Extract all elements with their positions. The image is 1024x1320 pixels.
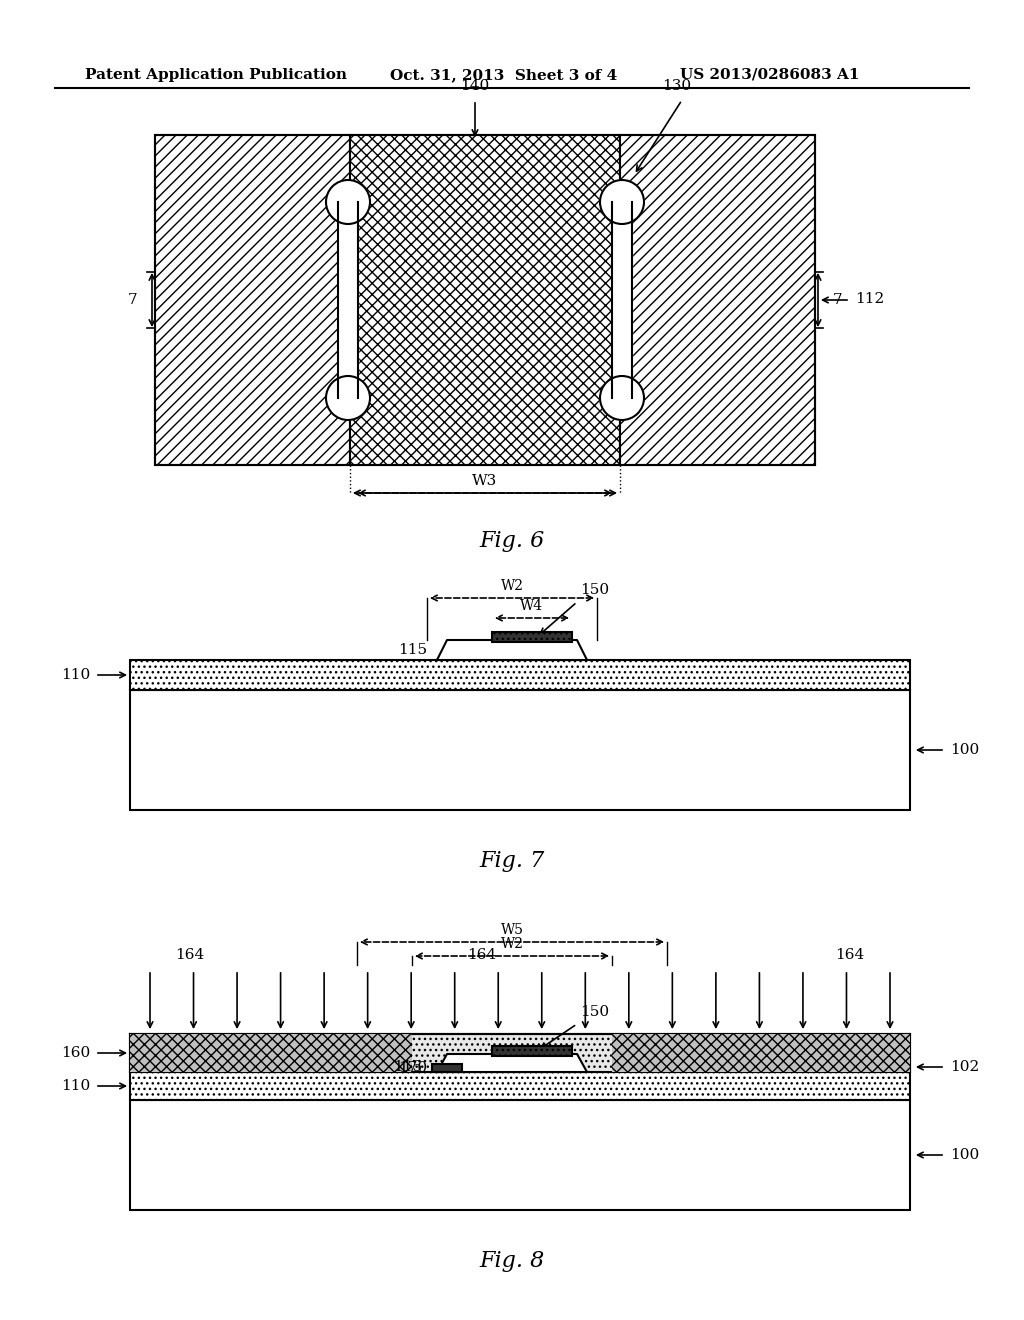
Text: 115: 115 bbox=[398, 643, 427, 657]
Text: 115: 115 bbox=[393, 1060, 422, 1074]
Text: W4: W4 bbox=[520, 599, 544, 612]
Bar bbox=[432, 1064, 462, 1072]
Circle shape bbox=[326, 180, 370, 224]
Bar bbox=[130, 1072, 910, 1100]
Polygon shape bbox=[437, 1053, 587, 1072]
Text: 150: 150 bbox=[580, 583, 609, 597]
Text: 7: 7 bbox=[127, 293, 137, 308]
Text: 110: 110 bbox=[60, 668, 90, 682]
Text: Fig. 6: Fig. 6 bbox=[479, 531, 545, 552]
Circle shape bbox=[600, 376, 644, 420]
Text: 160: 160 bbox=[60, 1045, 90, 1060]
Text: 170: 170 bbox=[398, 1061, 427, 1074]
Text: 162: 162 bbox=[522, 1049, 551, 1064]
Text: 7: 7 bbox=[833, 293, 843, 308]
Bar bbox=[155, 135, 815, 465]
Text: Fig. 8: Fig. 8 bbox=[479, 1250, 545, 1272]
Bar bbox=[130, 1034, 412, 1072]
Text: 110: 110 bbox=[60, 1078, 90, 1093]
Text: 102: 102 bbox=[950, 1060, 979, 1074]
Bar bbox=[130, 660, 910, 690]
Text: 164: 164 bbox=[467, 948, 497, 962]
Text: 164: 164 bbox=[836, 948, 864, 962]
Circle shape bbox=[326, 376, 370, 420]
Text: W5: W5 bbox=[501, 923, 523, 937]
Bar bbox=[492, 632, 572, 642]
Bar bbox=[612, 1034, 910, 1072]
Text: W3: W3 bbox=[472, 474, 498, 488]
Circle shape bbox=[600, 180, 644, 224]
Bar bbox=[130, 690, 910, 810]
Bar bbox=[492, 1045, 572, 1056]
Text: 150: 150 bbox=[580, 1005, 609, 1019]
Text: US 2013/0286083 A1: US 2013/0286083 A1 bbox=[680, 69, 859, 82]
Text: W2: W2 bbox=[501, 579, 523, 593]
Bar bbox=[155, 135, 350, 465]
Text: 140: 140 bbox=[461, 79, 489, 92]
Bar bbox=[350, 135, 620, 465]
Bar bbox=[612, 202, 632, 399]
Text: Fig. 7: Fig. 7 bbox=[479, 850, 545, 873]
Text: 100: 100 bbox=[950, 1148, 979, 1162]
Text: 100: 100 bbox=[950, 743, 979, 756]
Bar bbox=[338, 202, 358, 399]
Text: 164: 164 bbox=[175, 948, 205, 962]
Polygon shape bbox=[437, 640, 587, 660]
Text: Patent Application Publication: Patent Application Publication bbox=[85, 69, 347, 82]
Text: Oct. 31, 2013  Sheet 3 of 4: Oct. 31, 2013 Sheet 3 of 4 bbox=[390, 69, 617, 82]
Text: 112: 112 bbox=[855, 292, 885, 306]
Bar bbox=[130, 1100, 910, 1210]
Bar bbox=[620, 135, 815, 465]
Bar bbox=[130, 1034, 910, 1072]
Text: 130: 130 bbox=[663, 79, 691, 92]
Text: W2: W2 bbox=[501, 937, 523, 950]
